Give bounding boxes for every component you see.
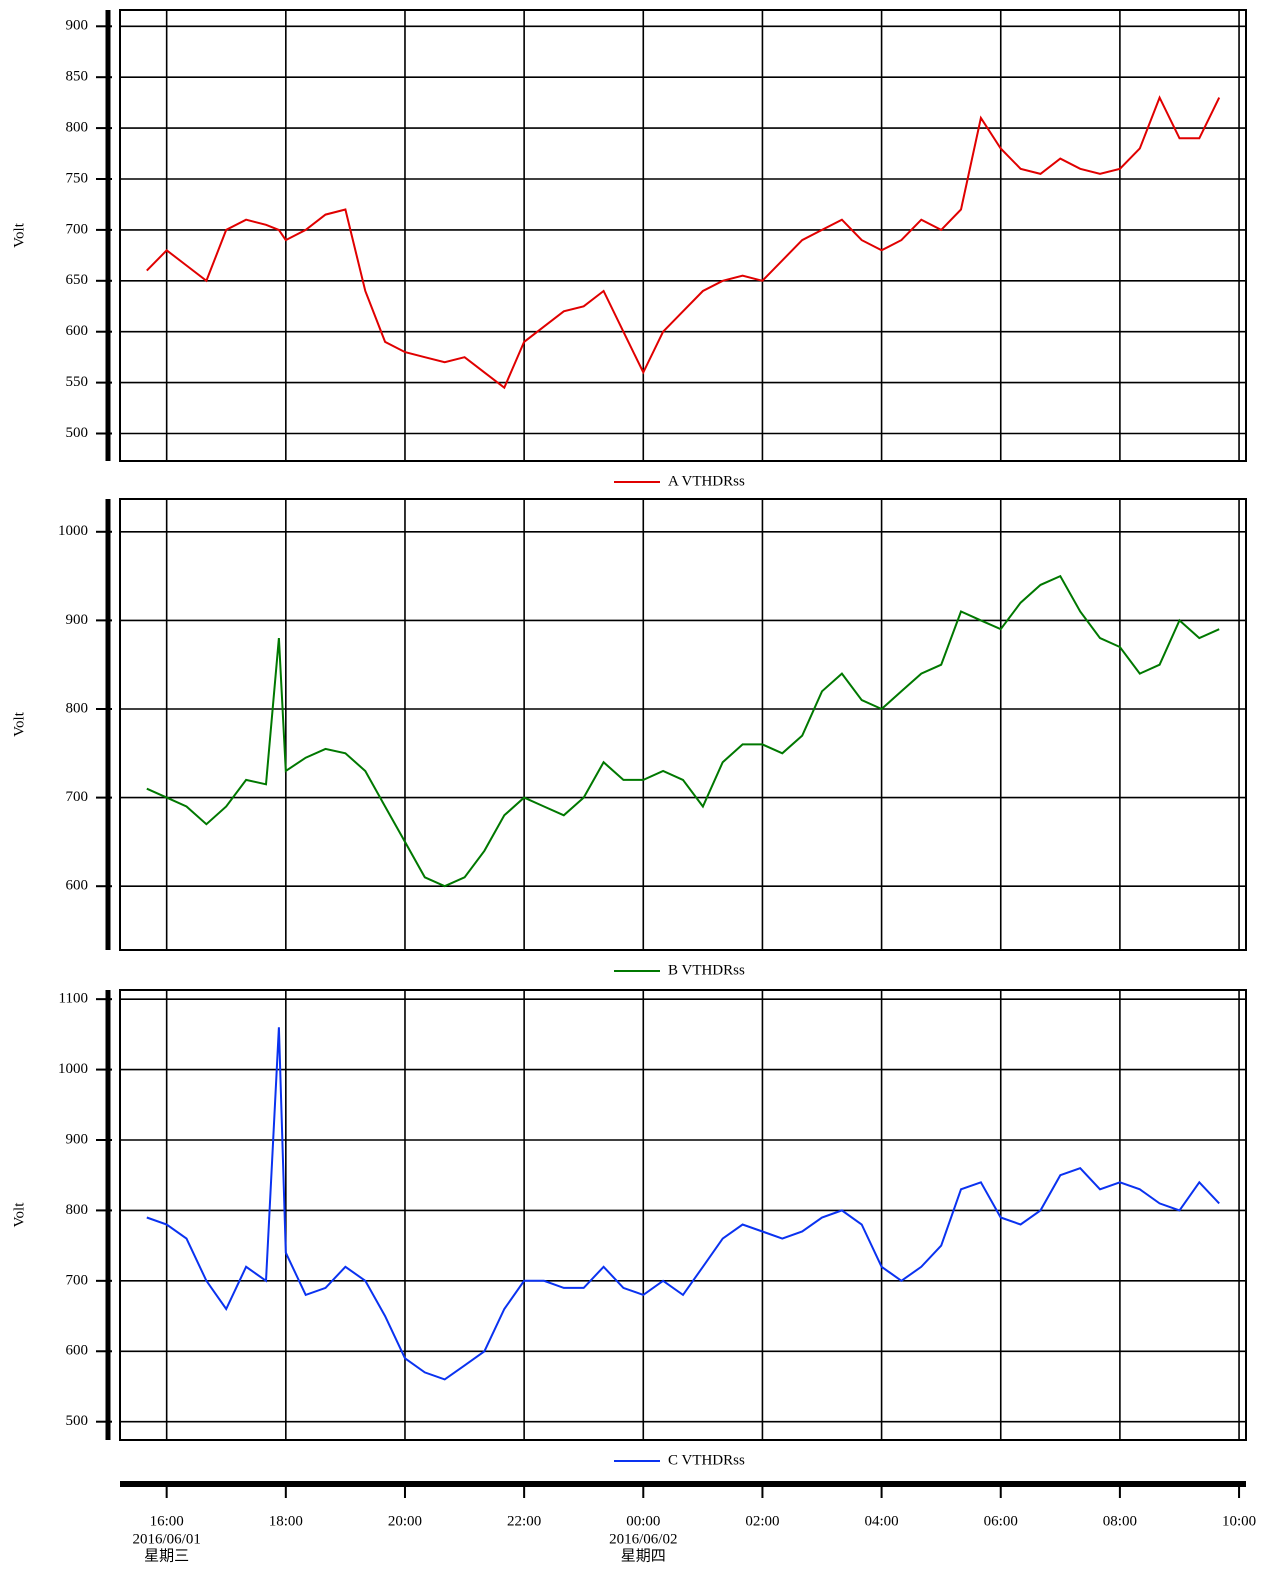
y-tick-label: 1000: [58, 1061, 88, 1077]
y-tick-label: 900: [66, 18, 89, 34]
y-tick-label: 700: [66, 221, 89, 237]
y-tick-label: 800: [66, 700, 89, 716]
y-tick-label: 700: [66, 789, 89, 805]
y-tick-label: 800: [66, 120, 89, 136]
y-tick-label: 850: [66, 69, 89, 85]
plot-frame: [119, 498, 1247, 951]
x-tick-label: 10:00: [1222, 1513, 1256, 1529]
y-tick-label: 800: [66, 1202, 89, 1218]
y-axis-label: Volt: [11, 711, 27, 737]
x-weekday-label: 星期三: [144, 1547, 189, 1564]
x-tick-label: 00:00: [626, 1513, 660, 1529]
y-tick-label: 1100: [59, 991, 88, 1007]
x-date-label: 2016/06/01: [132, 1531, 200, 1547]
legend-label: C VTHDRss: [668, 1452, 745, 1468]
y-tick-label: 500: [66, 425, 89, 441]
y-tick-label: 700: [66, 1272, 89, 1288]
y-tick-label: 900: [66, 612, 89, 628]
y-tick-label: 900: [66, 1131, 89, 1147]
x-tick-label: 18:00: [269, 1513, 303, 1529]
y-axis-label: Volt: [11, 1202, 27, 1228]
y-tick-label: 600: [66, 323, 89, 339]
data-line: [146, 95, 1221, 390]
y-tick-label: 500: [66, 1413, 89, 1429]
x-tick-label: 04:00: [865, 1513, 899, 1529]
plot-frame: [119, 989, 1247, 1441]
x-tick-label: 16:00: [150, 1513, 184, 1529]
legend-label: B VTHDRss: [668, 962, 745, 978]
plot-frame: [119, 9, 1247, 462]
y-tick-label: 600: [66, 878, 89, 894]
y-tick-label: 650: [66, 272, 89, 288]
x-tick-label: 20:00: [388, 1513, 422, 1529]
y-tick-label: 750: [66, 170, 89, 186]
legend-label: A VTHDRss: [668, 473, 745, 489]
y-tick-label: 600: [66, 1343, 89, 1359]
x-tick-label: 08:00: [1103, 1513, 1137, 1529]
y-tick-label: 1000: [58, 523, 88, 539]
x-tick-label: 02:00: [745, 1513, 779, 1529]
x-weekday-label: 星期四: [621, 1547, 666, 1564]
data-line: [146, 574, 1220, 888]
y-tick-label: 550: [66, 374, 89, 390]
data-line: [146, 1027, 1220, 1381]
x-date-label: 2016/06/02: [609, 1531, 677, 1547]
x-tick-label: 22:00: [507, 1513, 541, 1529]
y-axis-label: Volt: [11, 222, 27, 248]
x-tick-label: 06:00: [984, 1513, 1018, 1529]
